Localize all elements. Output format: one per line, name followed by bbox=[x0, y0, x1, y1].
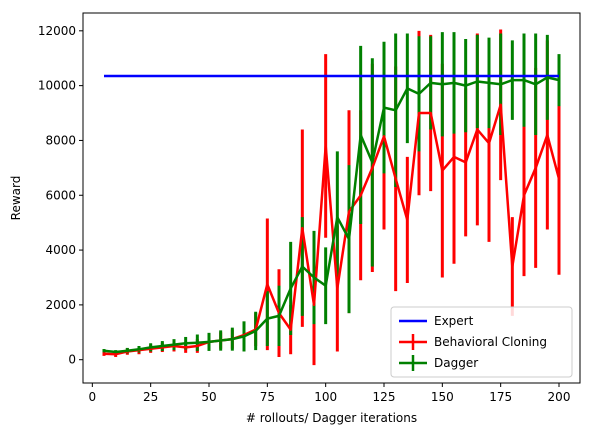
dagger-line bbox=[103, 76, 560, 354]
y-tick-label: 6000 bbox=[45, 188, 76, 202]
x-tick-label: 75 bbox=[260, 390, 275, 404]
x-tick-label: 50 bbox=[201, 390, 216, 404]
x-tick-label: 175 bbox=[489, 390, 512, 404]
x-tick-label: 125 bbox=[373, 390, 396, 404]
x-tick-label: 150 bbox=[431, 390, 454, 404]
x-tick-label: 25 bbox=[143, 390, 158, 404]
behavioral-cloning-line bbox=[103, 103, 561, 356]
x-tick-label: 200 bbox=[548, 390, 571, 404]
y-tick-label: 12000 bbox=[38, 24, 76, 38]
x-tick-label: 100 bbox=[314, 390, 337, 404]
y-tick-label: 2000 bbox=[45, 298, 76, 312]
legend: Expert Behavioral Cloning Dagger bbox=[390, 306, 573, 378]
y-axis: 0 2000 4000 6000 8000 10000 12000 bbox=[38, 24, 83, 367]
y-tick-label: 10000 bbox=[38, 79, 76, 93]
series-lines bbox=[103, 74, 561, 356]
y-tick-label: 0 bbox=[68, 353, 76, 367]
x-axis: 0 25 50 75 100 125 150 175 200 bbox=[89, 383, 571, 404]
legend-label-expert: Expert bbox=[434, 314, 474, 328]
x-axis-label: # rollouts/ Dagger iterations bbox=[246, 411, 417, 425]
y-tick-label: 8000 bbox=[45, 133, 76, 147]
legend-box bbox=[390, 306, 573, 378]
x-tick-label: 0 bbox=[89, 390, 97, 404]
legend-label-dagger: Dagger bbox=[434, 356, 478, 370]
y-tick-label: 4000 bbox=[45, 243, 76, 257]
legend-label-behavioral-cloning: Behavioral Cloning bbox=[434, 335, 547, 349]
y-axis-label: Reward bbox=[9, 176, 23, 221]
plot-frame bbox=[82, 12, 581, 384]
